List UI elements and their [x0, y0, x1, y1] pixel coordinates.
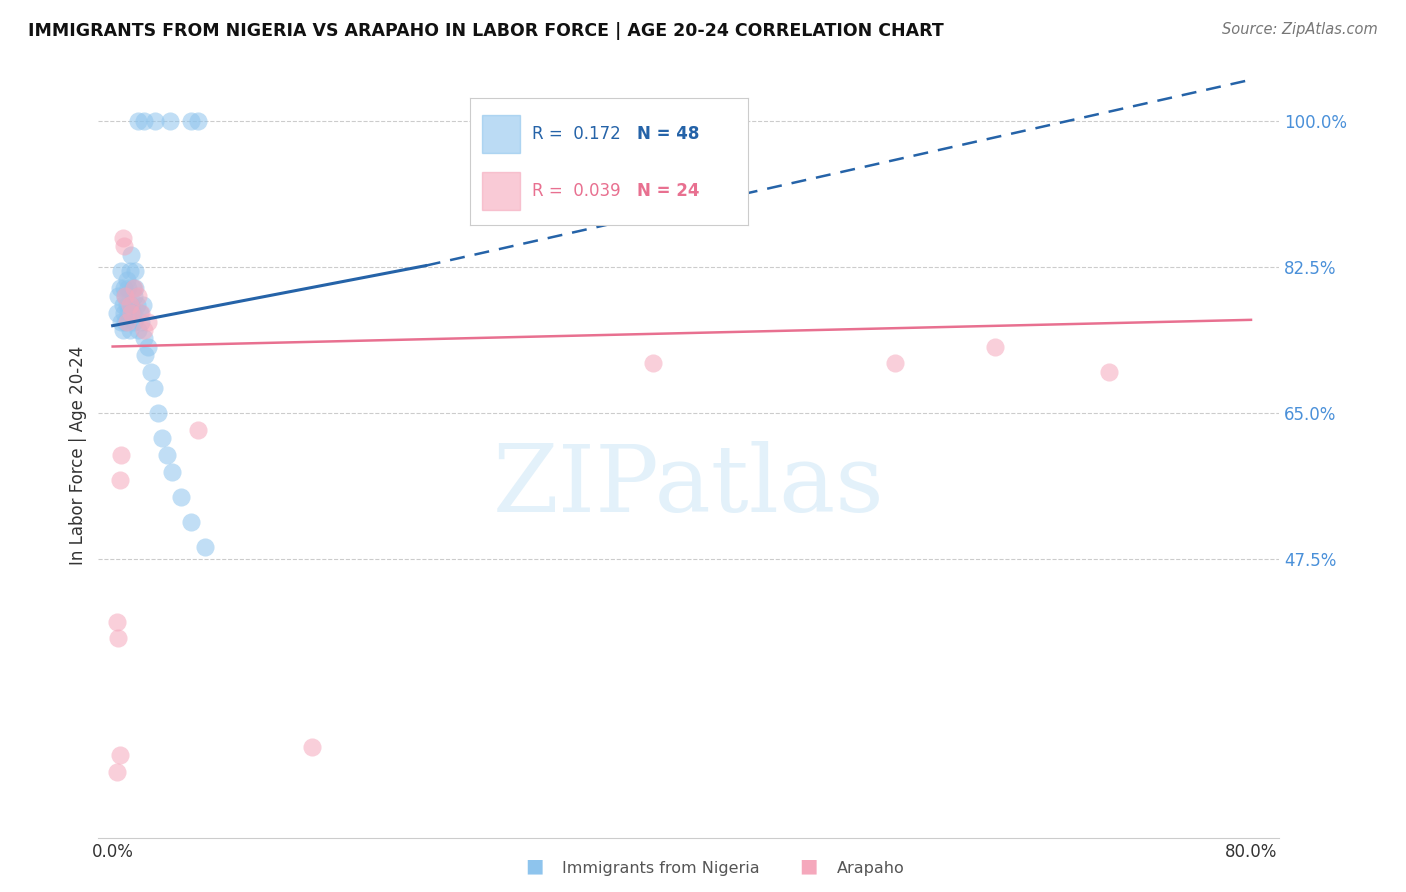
Text: ZIPatlas: ZIPatlas: [494, 441, 884, 531]
Point: [110, 448, 132, 462]
Point: [110, 314, 132, 328]
Point: [143, 114, 166, 128]
Point: [134, 348, 156, 362]
Point: [121, 306, 143, 320]
Point: [107, 289, 129, 303]
Point: [156, 448, 179, 462]
Point: [194, 540, 217, 554]
Y-axis label: In Labor Force | Age 20-24: In Labor Force | Age 20-24: [69, 345, 87, 565]
Point: [180, 515, 202, 529]
Point: [121, 281, 143, 295]
Point: [115, 298, 138, 312]
Point: [159, 114, 181, 128]
Point: [187, 114, 209, 128]
Text: Immigrants from Nigeria: Immigrants from Nigeria: [562, 861, 761, 876]
Point: [125, 298, 148, 312]
Point: [136, 314, 159, 328]
Point: [122, 289, 145, 303]
Point: [111, 323, 134, 337]
Point: [170, 490, 193, 504]
Point: [115, 314, 138, 328]
Point: [132, 114, 155, 128]
Point: [110, 264, 132, 278]
Point: [139, 365, 162, 379]
Point: [132, 323, 155, 337]
Point: [117, 281, 139, 295]
Point: [127, 323, 149, 337]
Text: Source: ZipAtlas.com: Source: ZipAtlas.com: [1222, 22, 1378, 37]
Point: [117, 306, 139, 320]
Point: [120, 298, 142, 312]
Text: ■: ■: [524, 857, 544, 876]
Point: [120, 248, 142, 262]
Point: [124, 281, 146, 295]
Point: [148, 406, 170, 420]
Point: [111, 298, 134, 312]
Point: [131, 298, 153, 312]
Point: [142, 381, 165, 395]
Point: [114, 289, 136, 303]
Point: [114, 314, 136, 328]
Point: [105, 306, 128, 320]
Point: [129, 306, 152, 320]
Point: [118, 264, 141, 278]
Point: [127, 114, 149, 128]
Point: [118, 298, 141, 312]
Point: [108, 748, 131, 763]
Point: [122, 314, 145, 328]
Text: Arapaho: Arapaho: [837, 861, 904, 876]
Point: [128, 306, 150, 320]
Point: [124, 264, 146, 278]
Point: [136, 339, 159, 353]
Text: IMMIGRANTS FROM NIGERIA VS ARAPAHO IN LABOR FORCE | AGE 20-24 CORRELATION CHART: IMMIGRANTS FROM NIGERIA VS ARAPAHO IN LA…: [28, 22, 943, 40]
Point: [118, 323, 141, 337]
Point: [180, 114, 202, 128]
Point: [152, 431, 174, 445]
Point: [127, 289, 149, 303]
Point: [187, 423, 209, 437]
Point: [984, 339, 1007, 353]
Point: [122, 281, 145, 295]
Point: [643, 356, 665, 370]
Point: [111, 231, 134, 245]
Point: [115, 273, 138, 287]
Text: ■: ■: [799, 857, 818, 876]
Point: [108, 281, 131, 295]
Point: [884, 356, 907, 370]
Point: [112, 281, 135, 295]
Point: [301, 739, 323, 754]
Point: [132, 331, 155, 345]
Point: [162, 465, 184, 479]
Point: [112, 239, 135, 253]
Point: [120, 306, 142, 320]
Point: [1098, 365, 1121, 379]
Point: [114, 289, 136, 303]
Point: [107, 632, 129, 646]
Point: [105, 615, 128, 629]
Point: [129, 314, 152, 328]
Point: [105, 764, 128, 779]
Point: [112, 306, 135, 320]
Point: [108, 473, 131, 487]
